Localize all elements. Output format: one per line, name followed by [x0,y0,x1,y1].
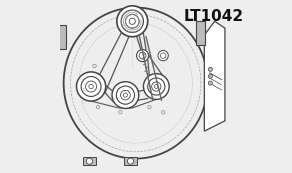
Circle shape [160,53,166,58]
Circle shape [139,52,146,59]
Circle shape [116,86,135,104]
Circle shape [208,67,212,71]
Circle shape [81,76,101,97]
Bar [83,157,96,165]
Circle shape [121,10,143,33]
Polygon shape [204,21,225,131]
Circle shape [86,158,93,164]
Text: LT1042: LT1042 [184,9,244,24]
Circle shape [152,82,161,91]
Circle shape [148,78,165,95]
Circle shape [154,85,158,88]
Circle shape [208,81,212,85]
Circle shape [137,50,149,62]
Circle shape [129,18,135,24]
Circle shape [125,14,139,28]
Circle shape [143,74,169,99]
Text: c: c [83,87,86,92]
Circle shape [77,72,106,101]
Bar [124,157,138,165]
Circle shape [89,84,93,89]
Circle shape [123,93,128,97]
Bar [57,25,66,49]
Circle shape [128,158,134,164]
Circle shape [121,90,130,100]
Circle shape [86,81,97,92]
Bar [196,21,205,45]
Circle shape [208,74,212,78]
Circle shape [117,6,148,37]
Circle shape [112,82,139,108]
Circle shape [158,51,168,61]
